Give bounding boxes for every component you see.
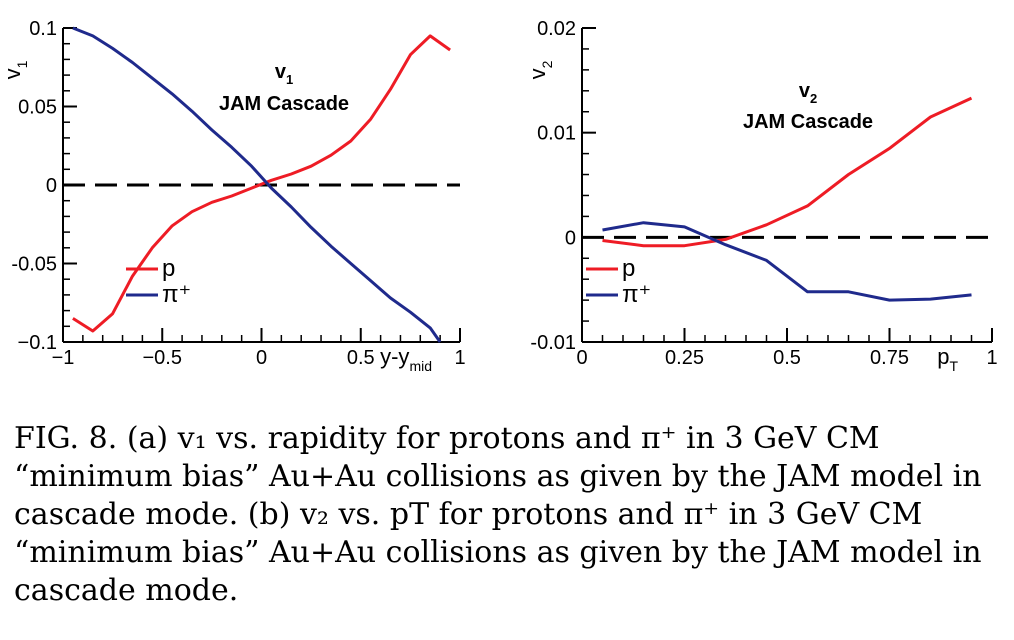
y-tick-label: 0.1 (29, 18, 57, 40)
series-line-proton (602, 96, 973, 248)
series-line-proton (72, 34, 451, 333)
x-tick-label: 0 (576, 347, 587, 369)
y-tick-label: -0.05 (11, 254, 57, 276)
plot-subtitle: JAM Cascade (743, 111, 873, 133)
x-tick-label: 0 (256, 347, 267, 369)
y-tick-label: −0.1 (18, 332, 57, 354)
panel-a-v1-vs-rapidity: −0.1 -0.05 0 0.05 0.1 −1 −0.5 0 0.5 1 v1 y-ymid v1 JA… (0, 18, 466, 374)
y-tick-label: 0 (46, 175, 57, 197)
y-tick-label: 0.05 (18, 97, 57, 119)
series-line-pion (72, 26, 442, 343)
legend-label-pion: π⁺ (622, 281, 651, 308)
x-axis-label: y-ymid (380, 344, 432, 374)
x-tick-label: 1 (454, 347, 465, 369)
x-tick-label: 0.5 (347, 347, 375, 369)
x-tick-label: 0.25 (665, 347, 704, 369)
series-line-pion (602, 221, 972, 302)
x-axis-label: pT (937, 344, 958, 374)
caption-text: (a) v₁ vs. rapidity for protons and π⁺ i… (14, 421, 982, 608)
y-axis-label: v2 (525, 60, 555, 79)
caption-label: FIG. 8. (14, 421, 118, 456)
x-tick-label: −0.5 (143, 347, 182, 369)
y-tick-label: 0.02 (537, 18, 576, 40)
x-tick-label: 1 (986, 347, 997, 369)
plot-subtitle: JAM Cascade (219, 93, 349, 115)
y-tick-label: 0 (565, 227, 576, 249)
legend-label-proton: p (622, 255, 635, 282)
plot-title: v2 (799, 80, 817, 106)
y-tick-label: -0.01 (530, 332, 576, 354)
y-axis-label: v1 (0, 60, 30, 79)
figure-caption: FIG. 8. (a) v₁ vs. rapidity for protons … (14, 420, 1004, 610)
legend-label-proton: p (162, 255, 175, 282)
legend-label-pion: π⁺ (162, 281, 191, 308)
x-tick-label: 0.5 (773, 347, 801, 369)
x-tick-label: −1 (52, 347, 75, 369)
y-tick-label: 0.01 (537, 123, 576, 145)
plot-title: v1 (275, 61, 293, 87)
figure: −0.1 -0.05 0 0.05 0.1 −1 −0.5 0 0.5 1 v1 y-ymid v1 JA… (0, 18, 998, 374)
x-tick-label: 0.75 (870, 347, 909, 369)
